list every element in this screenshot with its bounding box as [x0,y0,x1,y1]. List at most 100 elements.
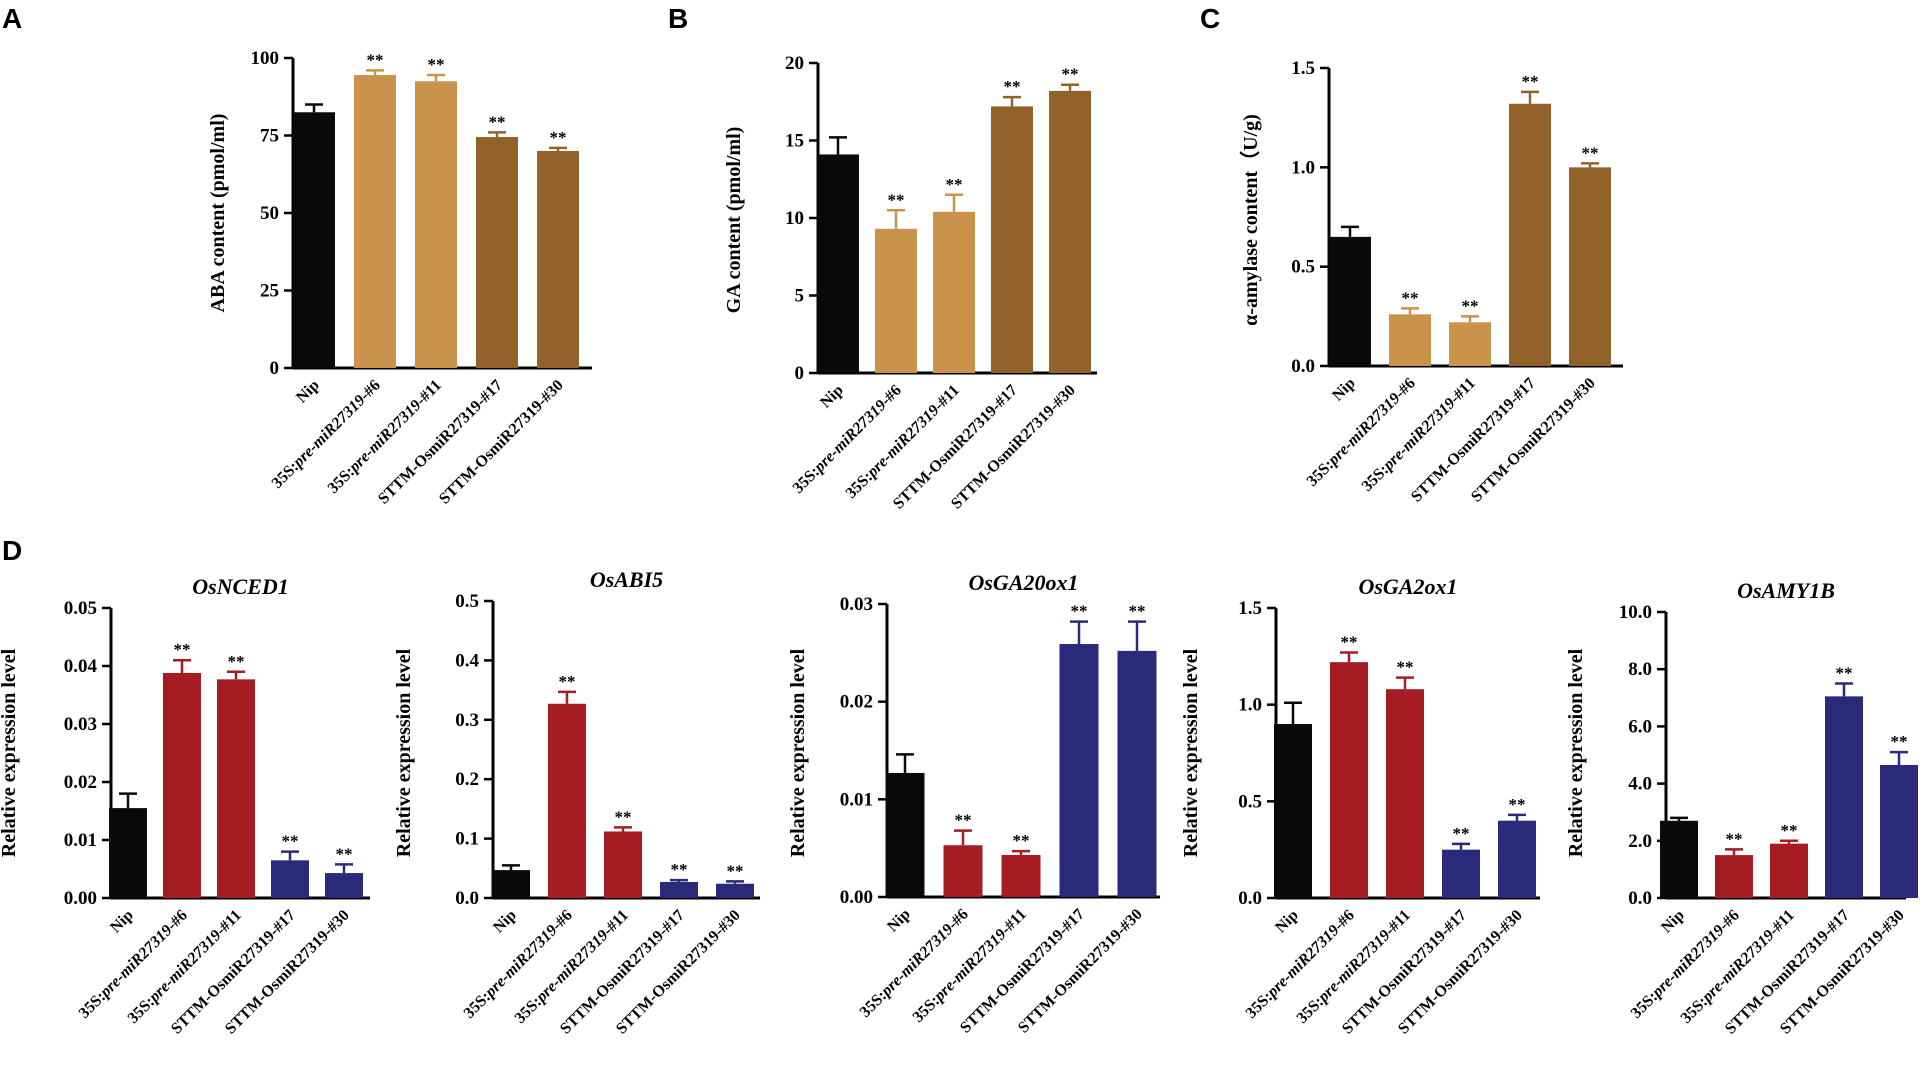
significance-label: ** [1522,72,1539,91]
category-label: Nip [817,382,847,412]
significance-label: ** [1397,658,1414,677]
category-label: STTM-OsmiR27319-#17 [1408,375,1539,506]
y-axis-label: Relative expression level [393,648,415,857]
bar [476,137,518,368]
category-label: 35S:pre-miR27319-#6 [269,377,384,492]
y-tick-label: 0.0 [455,888,479,909]
y-axis-label: Relative expression level [0,648,20,857]
bar [991,106,1033,374]
category-label: Nip [107,907,137,937]
bar [1880,765,1918,898]
chart-c: 0.0 0.5 1.0 1.5 α-amylase content（U/g) Nip ** 3… [1239,58,1623,506]
significance-label: ** [1509,795,1526,814]
category-label-part: Nip [817,382,847,412]
bar [1449,322,1491,366]
y-axis-label: Relative expression level [1565,648,1587,857]
y-tick-label: 0.3 [455,710,479,731]
category-label-part: Nip [1658,907,1688,937]
y-tick-label: 0.0 [1628,888,1652,909]
chart-a: 0 25 50 75 100 ABA content (pmol/ml) Nip ** 35S:… [207,48,592,508]
y-tick-label: 0.02 [64,772,97,793]
category-label: 35S:pre-miR27319-#6 [1243,907,1358,1022]
bar [1386,689,1424,898]
significance-label: ** [615,807,632,826]
category-label-part: Nip [1329,375,1359,405]
category-label: 35S:pre-miR27319-#11 [512,907,632,1027]
category-label-part: Nip [107,907,137,937]
category-label-part: STTM-OsmiR27319-#30 [948,382,1079,513]
significance-label: ** [174,640,191,659]
bar [1770,843,1808,898]
significance-label: ** [671,860,688,879]
y-tick-label: 0.0 [1238,888,1262,909]
y-tick-label: 0.5 [1238,791,1262,812]
y-tick-label: 8.0 [1628,659,1652,680]
y-tick-label: 10 [785,208,804,229]
category-label-part: STTM-OsmiR27319-#30 [1468,375,1599,506]
significance-label: ** [282,832,299,851]
category-label-part: STTM-OsmiR27319-#17 [1408,375,1539,506]
panel-letter-b: B [668,3,688,34]
category-label: 35S:pre-miR27319-#6 [1628,907,1743,1022]
y-tick-label: 0.04 [64,656,98,677]
chart-d1: OsNCED1 0.00 0.01 0.02 0.03 0.04 0.05 Relative … [0,574,370,1038]
y-axis-label: Relative expression level [787,648,809,857]
bar [1059,644,1099,897]
y-tick-label: 0.00 [64,888,97,909]
significance-label: ** [1402,288,1419,307]
category-label: 35S:pre-miR27319-#6 [857,906,972,1021]
chart-b: 0 5 10 15 20 GA content (pmol/ml) Nip ** 35S:pre… [723,53,1097,513]
category-label: Nip [1658,907,1688,937]
bar [1715,855,1753,898]
bar [716,883,754,898]
significance-label: ** [1453,824,1470,843]
category-label: 35S:pre-miR27319-#6 [1304,375,1419,490]
category-label: STTM-OsmiR27319-#17 [375,377,506,508]
y-tick-label: 5 [795,286,805,307]
significance-label: ** [489,112,506,131]
bar [1274,724,1312,898]
y-tick-label: 15 [785,131,804,152]
bar [875,228,917,373]
significance-label: ** [946,175,963,194]
significance-label: ** [1004,77,1021,96]
bar [325,873,363,898]
significance-label: ** [1341,632,1358,651]
category-label-part: STTM-OsmiR27319-#17 [375,377,506,508]
y-tick-label: 0 [270,358,280,379]
bar [1117,650,1157,897]
y-axis-label: Relative expression level [1180,648,1202,857]
y-tick-label: 0.0 [1291,356,1315,377]
category-label: 35S:pre-miR27319-#11 [910,906,1030,1026]
category-label: Nip [884,906,914,936]
bar [537,151,579,368]
bar [885,772,925,897]
y-tick-label: 0.5 [1291,257,1315,278]
y-tick-label: 100 [251,48,280,69]
category-label: STTM-OsmiR27319-#30 [1468,375,1599,506]
category-label: 35S:pre-miR27319-#11 [1359,375,1479,495]
bar [1329,236,1371,366]
category-label-part: Nip [884,906,914,936]
chart-d4: OsGA2ox1 0.0 0.5 1.0 1.5 Relative expression … [1180,574,1540,1038]
y-tick-label: 0.1 [455,829,479,850]
significance-label: ** [888,190,905,209]
bar [293,112,335,368]
significance-label: ** [428,55,445,74]
significance-label: ** [559,672,576,691]
y-tick-label: 0.5 [455,591,479,612]
y-tick-label: 1.5 [1291,58,1315,79]
category-label-part: Nip [1272,907,1302,937]
bar [943,845,983,897]
significance-label: ** [727,861,744,880]
category-label: 35S:pre-miR27319-#11 [843,382,963,502]
y-tick-label: 0.05 [64,598,97,619]
bar [109,808,147,898]
y-tick-label: 0.4 [455,650,479,671]
y-tick-label: 25 [260,281,279,302]
y-tick-label: 0.00 [840,887,873,908]
bar [163,672,201,898]
y-axis-label: α-amylase content（U/g) [1239,114,1262,326]
